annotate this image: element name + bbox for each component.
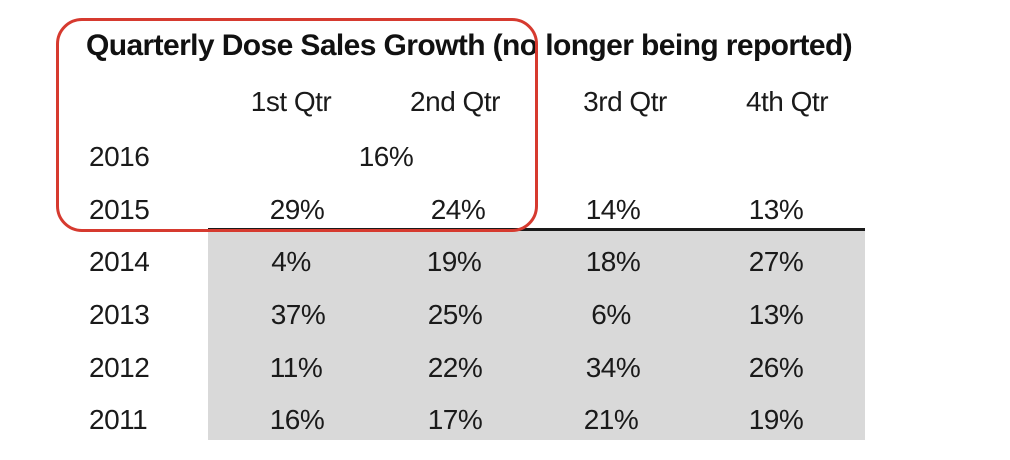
- column-header-q1: 1st Qtr: [250, 86, 332, 117]
- column-header-q2: 2nd Qtr: [410, 86, 500, 117]
- cell-2011-q4: 19%: [748, 404, 804, 435]
- cell-2014-q3: 18%: [585, 246, 641, 277]
- column-header-q3: 3rd Qtr: [583, 86, 667, 117]
- cell-2013-q4: 13%: [748, 299, 804, 330]
- cell-2014-q1: 4%: [271, 246, 311, 277]
- cell-2015-q2: 24%: [430, 194, 486, 225]
- row-year-2014: 2014: [89, 246, 150, 277]
- cell-2016-h1: 16%: [358, 141, 414, 172]
- cell-2012-q3: 34%: [585, 352, 641, 383]
- cell-2012-q2: 22%: [427, 352, 483, 383]
- row-year-2016: 2016: [89, 141, 150, 172]
- cell-2013-q3: 6%: [591, 299, 631, 330]
- column-header-q4: 4th Qtr: [745, 86, 829, 117]
- cell-2011-q2: 17%: [427, 404, 483, 435]
- cell-2014-q4: 27%: [748, 246, 804, 277]
- historical-rows-shading: [208, 230, 865, 440]
- cell-2015-q3: 14%: [585, 194, 641, 225]
- row-year-2011: 2011: [89, 404, 148, 435]
- cell-2012-q4: 26%: [748, 352, 804, 383]
- highlight-annotation-box: [56, 18, 538, 232]
- cell-2014-q2: 19%: [426, 246, 482, 277]
- cell-2013-q1: 37%: [270, 299, 326, 330]
- cell-2011-q1: 16%: [269, 404, 325, 435]
- cell-2015-q4: 13%: [748, 194, 804, 225]
- cell-2012-q1: 11%: [269, 352, 323, 383]
- table-title: Quarterly Dose Sales Growth (no longer b…: [86, 29, 853, 62]
- cell-2013-q2: 25%: [427, 299, 483, 330]
- table-divider-rule: [208, 228, 865, 231]
- cell-2015-q1: 29%: [269, 194, 325, 225]
- row-year-2013: 2013: [89, 299, 150, 330]
- row-year-2012: 2012: [89, 352, 150, 383]
- cell-2011-q3: 21%: [583, 404, 639, 435]
- row-year-2015: 2015: [89, 194, 150, 225]
